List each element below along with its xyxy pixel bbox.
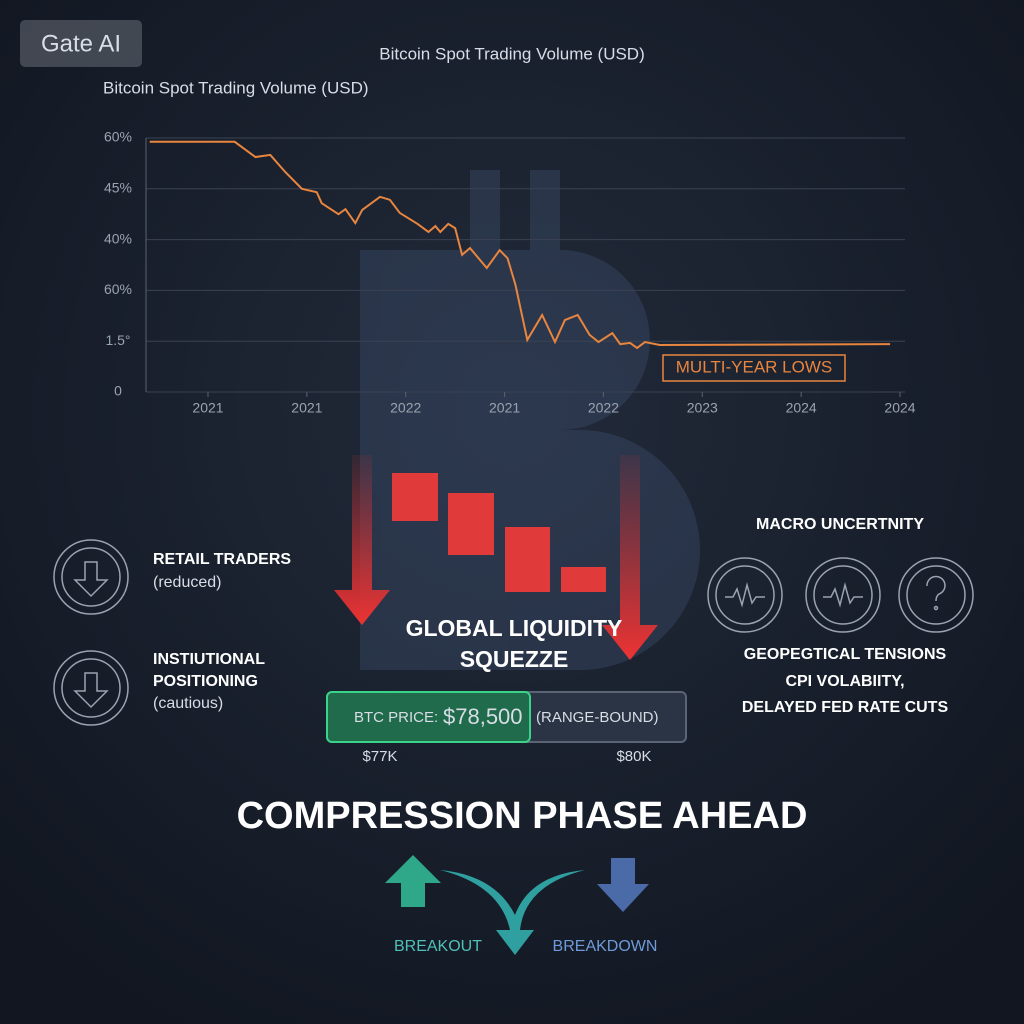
price-low: $77K xyxy=(362,748,397,765)
x-tick-label: 2022 xyxy=(390,400,421,416)
red-blocks xyxy=(392,473,606,592)
y-tick-label: 60% xyxy=(104,281,132,297)
y-tick-label: 40% xyxy=(104,230,132,246)
item-title: POSITIONING xyxy=(153,673,258,690)
annotation-box xyxy=(662,354,846,382)
macro-line: GEOPEGTICAL TENSIONS xyxy=(744,646,947,663)
price-label: BTC PRICE: xyxy=(354,709,438,726)
center-title: GLOBAL LIQUIDITY xyxy=(406,615,623,641)
down-arrow xyxy=(597,858,649,912)
annotation: MULTI-YEAR LOWS xyxy=(676,357,832,376)
macro-line: CPI VOLABIITY, xyxy=(785,673,904,690)
x-tick-label: 2021 xyxy=(489,400,520,416)
macro-line: DELAYED FED RATE CUTS xyxy=(742,699,949,716)
breakdown: BREAKDOWN xyxy=(553,938,658,955)
item-note: (reduced) xyxy=(153,574,221,591)
chart-subtitle: Bitcoin Spot Trading Volume (USD) xyxy=(103,78,369,97)
y-tick-label: 60% xyxy=(104,129,132,145)
price-bar-fill xyxy=(326,691,531,743)
macro-icons xyxy=(707,557,974,633)
y-tick-label: 0 xyxy=(114,383,122,399)
x-tick-label: 2024 xyxy=(884,400,915,416)
right-title: MACRO UNCERTNITY xyxy=(756,516,924,533)
y-tick-label: 45% xyxy=(104,180,132,196)
price: $78,500 xyxy=(443,704,523,729)
center-title: SQUEZZE xyxy=(460,646,569,672)
chart-title: Bitcoin Spot Trading Volume (USD) xyxy=(379,44,645,63)
item-title: RETAIL TRADERS xyxy=(153,551,291,568)
x-tick-label: 2022 xyxy=(588,400,619,416)
x-tick-label: 2021 xyxy=(192,400,223,416)
x-tick-label: 2024 xyxy=(786,400,817,416)
red-arrows xyxy=(334,455,658,660)
item-note: (cautious) xyxy=(153,695,223,712)
x-tick-label: 2023 xyxy=(687,400,718,416)
up-arrow xyxy=(385,855,441,907)
item-title: INSTIUTIONAL xyxy=(153,651,265,668)
line xyxy=(149,140,891,350)
footer-title: COMPRESSION PHASE AHEAD xyxy=(237,795,808,837)
brand-badge xyxy=(20,20,142,67)
x-tick-label: 2021 xyxy=(291,400,322,416)
line-chart: 0 1.5° 60% 40% 45% 60% 2021 2021 2022 2021 2022 202… xyxy=(104,129,916,416)
split-arrow xyxy=(440,870,585,955)
breakout: BREAKOUT xyxy=(394,938,482,955)
down-icons xyxy=(53,539,129,726)
price-high: $80K xyxy=(616,748,651,765)
brand: Gate AI xyxy=(41,30,121,57)
bitcoin-watermark xyxy=(360,170,700,670)
price-note: (RANGE-BOUND) xyxy=(536,709,659,726)
y-tick-label: 1.5° xyxy=(105,332,130,348)
